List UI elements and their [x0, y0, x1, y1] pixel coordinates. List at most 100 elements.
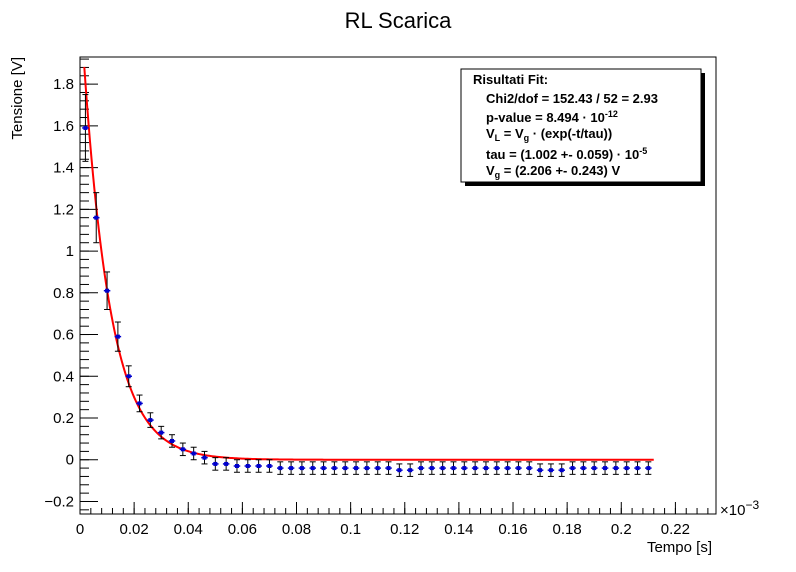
- data-point: [190, 446, 197, 461]
- point-marker: [570, 466, 575, 471]
- point-marker: [581, 466, 586, 471]
- data-point: [92, 192, 100, 244]
- fit-pvalue: p-value = 8.494 · 10-12: [486, 109, 618, 125]
- fit-curve: [83, 66, 654, 461]
- y-tick-label: 0.6: [53, 327, 74, 344]
- point-marker: [603, 466, 608, 471]
- data-point: [157, 425, 165, 440]
- data-point: [309, 461, 316, 475]
- point-marker: [256, 464, 261, 469]
- point-marker: [494, 466, 499, 471]
- data-point: [233, 459, 241, 473]
- point-marker: [548, 468, 553, 473]
- x-tick-label: 0.04: [174, 521, 203, 538]
- fit-model-sub-g: g: [524, 133, 530, 143]
- data-point: [266, 459, 273, 473]
- data-point: [179, 442, 187, 457]
- point-marker: [386, 466, 391, 471]
- data-point: [623, 461, 630, 475]
- x-tick-label: 0.2: [611, 521, 632, 538]
- point-marker: [105, 288, 110, 293]
- x-axis-multiplier: ×10−3: [720, 498, 759, 519]
- data-point: [396, 463, 403, 477]
- data-point: [547, 463, 555, 477]
- point-marker: [234, 464, 239, 469]
- point-marker: [419, 466, 424, 471]
- data-point: [493, 461, 501, 475]
- data-point: [406, 463, 414, 477]
- point-marker: [245, 464, 250, 469]
- y-tick-label: 0: [66, 452, 74, 469]
- data-point: [590, 461, 598, 475]
- point-marker: [137, 401, 142, 406]
- data-point: [612, 461, 620, 475]
- x-tick-label: 0.18: [553, 521, 582, 538]
- data-point: [439, 461, 446, 475]
- point-marker: [83, 125, 88, 130]
- data-point: [168, 434, 176, 448]
- point-marker: [505, 466, 510, 471]
- x-multiplier-base: ×10: [720, 502, 745, 519]
- data-point: [103, 271, 111, 310]
- fit-model-sub-l: L: [495, 133, 501, 143]
- point-marker: [592, 466, 597, 471]
- fit-heading: Risultati Fit:: [473, 72, 548, 87]
- y-tick-label: 0.2: [53, 410, 74, 427]
- point-marker: [364, 466, 369, 471]
- data-point: [482, 461, 490, 475]
- point-marker: [213, 461, 218, 466]
- data-point: [255, 459, 262, 473]
- point-marker: [267, 464, 272, 469]
- data-point: [298, 461, 306, 475]
- data-point: [515, 461, 522, 475]
- x-tick-label: 0: [76, 521, 84, 538]
- data-point: [277, 461, 284, 475]
- data-point: [147, 412, 154, 428]
- x-axis-label: Tempo [s]: [647, 539, 712, 556]
- data-point: [352, 461, 360, 475]
- point-marker: [483, 466, 488, 471]
- y-tick-label: 1.4: [53, 160, 74, 177]
- data-point: [634, 461, 641, 475]
- point-marker: [321, 466, 326, 471]
- fit-vg-sub: g: [495, 170, 501, 180]
- fit-model-eq: = V: [500, 126, 524, 141]
- data-point: [331, 461, 338, 475]
- data-point: [536, 463, 544, 477]
- data-point: [125, 365, 132, 388]
- point-marker: [646, 466, 651, 471]
- point-marker: [180, 447, 185, 452]
- data-point: [461, 461, 468, 475]
- point-marker: [115, 334, 120, 339]
- point-marker: [462, 466, 467, 471]
- x-tick-label: 0.06: [228, 521, 257, 538]
- point-marker: [94, 215, 99, 220]
- data-point: [201, 450, 208, 465]
- y-tick-label: 1: [66, 243, 74, 260]
- y-axis-label: Tensione [V]: [9, 57, 26, 140]
- y-tick-label: 1.8: [53, 76, 74, 93]
- data-point: [212, 457, 219, 471]
- data-points: [82, 94, 652, 477]
- point-marker: [354, 466, 359, 471]
- y-tick-label: −0.2: [44, 493, 74, 510]
- y-tick-label: 1.6: [53, 118, 74, 135]
- data-point: [244, 459, 252, 473]
- point-marker: [310, 466, 315, 471]
- point-marker: [613, 466, 618, 471]
- point-marker: [635, 466, 640, 471]
- point-marker: [429, 466, 434, 471]
- data-point: [82, 94, 89, 162]
- data-point: [222, 457, 230, 471]
- data-point: [601, 461, 609, 475]
- data-point: [645, 461, 652, 475]
- point-marker: [397, 468, 402, 473]
- fit-results-box: Risultati Fit: Chi2/dof = 152.43 / 52 = …: [460, 68, 705, 186]
- fit-pvalue-exp: -12: [605, 109, 618, 119]
- y-tick-label: 0.8: [53, 285, 74, 302]
- data-point: [287, 461, 295, 475]
- point-marker: [408, 468, 413, 473]
- x-tick-label: 0.08: [282, 521, 311, 538]
- fit-vg-v: V: [486, 163, 495, 178]
- plot-frame: [79, 56, 717, 515]
